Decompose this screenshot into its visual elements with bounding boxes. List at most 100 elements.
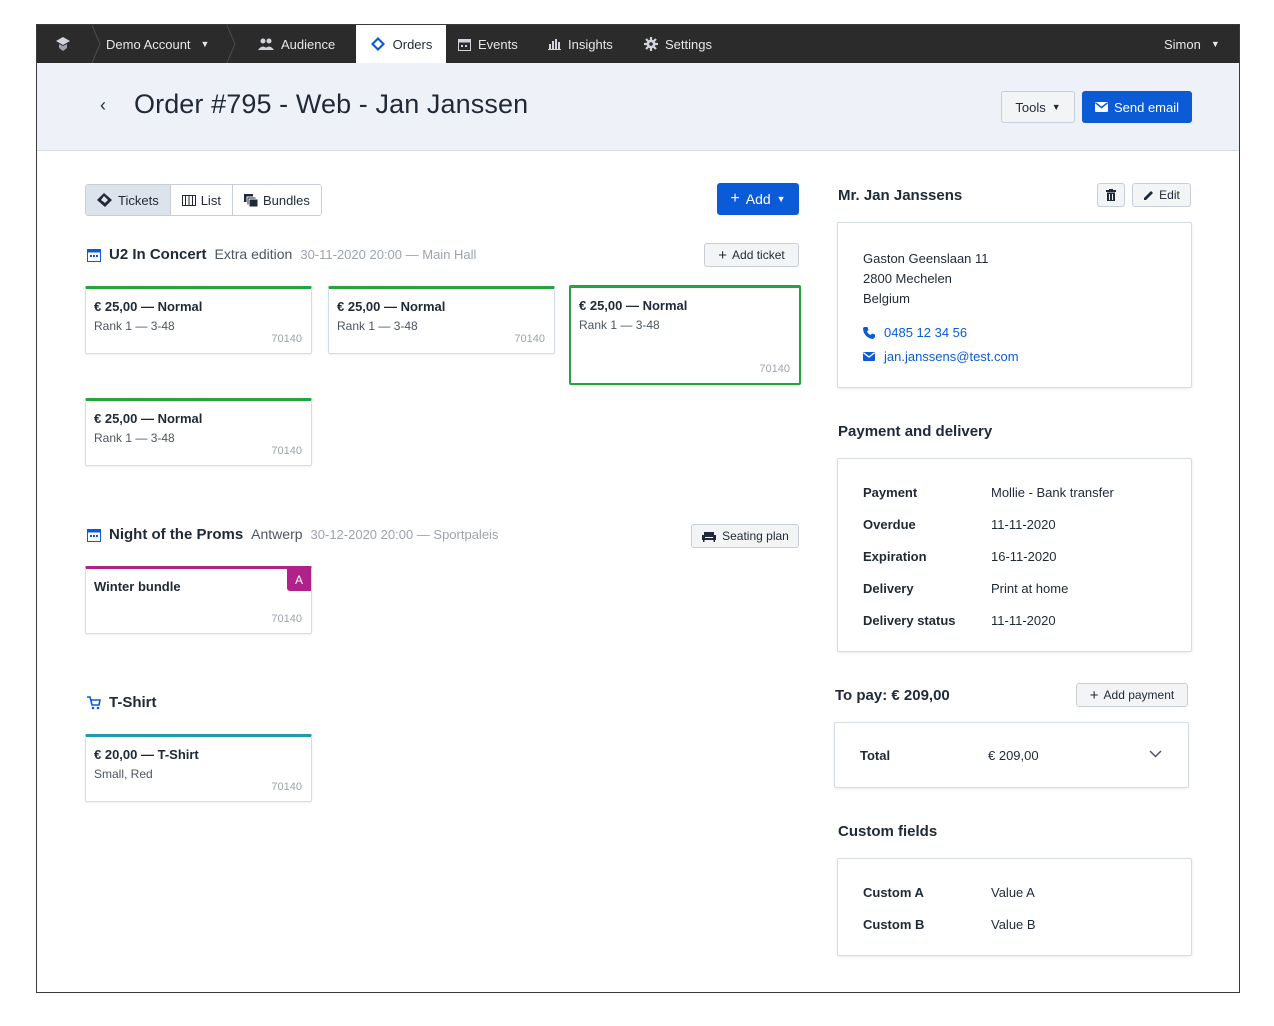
expiration-value: 16-11-2020 [991,549,1057,564]
custom-field-value: Value B [991,917,1036,932]
edit-button[interactable]: Edit [1132,183,1191,207]
delivery-status-value: 11-11-2020 [991,613,1056,628]
event-edition: Extra edition [214,246,293,262]
payment-delivery-panel: Payment Mollie - Bank transfer Overdue 1… [837,458,1192,652]
total-key: Total [860,748,891,763]
product-name: T-Shirt [109,694,157,711]
payment-delivery-title: Payment and delivery [838,423,993,440]
chevron-down-icon[interactable] [1149,750,1162,758]
product-card[interactable]: € 20,00 — T-Shirt Small, Red 70140 [85,734,312,802]
ticket-icon [370,37,385,51]
trash-icon [1106,189,1116,201]
user-menu[interactable]: Simon ▼ [1164,25,1220,63]
nav-item-events[interactable]: Events [458,25,518,63]
back-icon[interactable]: ‹ [100,94,106,115]
ticket-title: € 25,00 — Normal [337,299,446,314]
calendar-icon [87,248,101,262]
delivery-status-key: Delivery status [863,613,956,628]
seating-plan-label: Seating plan [722,529,789,543]
nav-label: Events [478,36,518,52]
phone-icon [863,326,875,339]
plus-icon: + [1089,686,1099,704]
total-panel[interactable]: Total € 209,00 [834,722,1189,788]
seating-plan-button[interactable]: Seating plan [691,524,799,548]
custom-field-value: Value A [991,885,1035,900]
event-edition: Antwerp [251,526,303,542]
add-dropdown-button[interactable]: + Add ▼ [717,183,799,215]
delete-button[interactable] [1097,183,1125,207]
nav-label: Orders [392,36,433,52]
tools-label: Tools [1015,99,1046,115]
tab-bundles[interactable]: Bundles [232,185,321,215]
ticket-title: € 25,00 — Normal [94,299,203,314]
ticket-card[interactable]: € 25,00 — Normal Rank 1 — 3-48 70140 [328,286,555,354]
ticket-code: 70140 [514,333,545,345]
bundle-code: 70140 [271,613,302,625]
ticket-seat: Rank 1 — 3-48 [94,319,175,333]
product-header: T-Shirt [87,694,157,711]
ticket-title: € 25,00 — Normal [579,298,688,313]
address-line: Belgium [863,291,910,306]
top-navigation: Demo Account ▼ Audience Orders Events In… [37,25,1239,63]
overdue-key: Overdue [863,517,916,532]
ticket-icon [97,193,112,207]
view-switcher: Tickets List Bundles [85,184,322,216]
custom-field-key: Custom B [863,917,925,932]
delivery-value: Print at home [991,581,1069,596]
ticket-title: € 25,00 — Normal [94,411,203,426]
envelope-icon [1094,102,1108,112]
add-label: Add [745,191,771,207]
phone-link[interactable]: 0485 12 34 56 [863,325,967,340]
tab-tickets[interactable]: Tickets [86,185,171,215]
ticket-code: 70140 [271,445,302,457]
event-header: U2 In Concert Extra edition 30-11-2020 2… [87,246,476,263]
account-switcher[interactable]: Demo Account ▼ [106,25,209,63]
product-title: € 20,00 — T-Shirt [94,747,199,762]
caret-down-icon: ▼ [200,39,210,49]
ticket-seat: Rank 1 — 3-48 [337,319,418,333]
nav-item-settings[interactable]: Settings [644,25,712,63]
event-meta: 30-12-2020 20:00 — Sportpaleis [310,527,499,542]
send-email-label: Send email [1113,99,1180,115]
add-ticket-label: Add ticket [732,248,785,262]
total-value: € 209,00 [988,748,1039,763]
product-variant: Small, Red [94,767,153,781]
ticket-card[interactable]: € 25,00 — Normal Rank 1 — 3-48 70140 [85,398,312,466]
tools-dropdown-button[interactable]: Tools ▼ [1001,91,1075,123]
ticket-seat: Rank 1 — 3-48 [94,431,175,445]
nav-item-orders[interactable]: Orders [356,25,446,63]
customer-name: Mr. Jan Janssens [838,187,963,204]
calendar-icon [458,38,471,51]
add-ticket-button[interactable]: + Add ticket [704,243,799,267]
tab-label: List [200,192,221,208]
overdue-value: 11-11-2020 [991,517,1056,532]
ticket-card-selected[interactable]: € 25,00 — Normal Rank 1 — 3-48 70140 [569,285,801,385]
event-name[interactable]: Night of the Proms [109,526,244,543]
pencil-icon [1144,190,1154,200]
email-link[interactable]: jan.janssens@test.com [863,349,1019,364]
nav-item-audience[interactable]: Audience [248,25,345,63]
payment-value: Mollie - Bank transfer [991,485,1114,500]
address-line: Gaston Geenslaan 11 [863,251,989,266]
bundle-card[interactable]: Winter bundle A 70140 [85,566,312,634]
plus-icon: + [730,190,740,207]
add-payment-label: Add payment [1103,688,1175,702]
delivery-key: Delivery [863,581,914,596]
event-header: Night of the Proms Antwerp 30-12-2020 20… [87,526,498,543]
add-payment-button[interactable]: + Add payment [1076,683,1188,707]
expiration-key: Expiration [863,549,927,564]
event-meta: 30-11-2020 20:00 — Main Hall [300,247,477,262]
ticket-card[interactable]: € 25,00 — Normal Rank 1 — 3-48 70140 [85,286,312,354]
envelope-icon [863,352,875,361]
send-email-button[interactable]: Send email [1082,91,1192,123]
customer-panel: Gaston Geenslaan 11 2800 Mechelen Belgiu… [837,222,1192,388]
bar-chart-icon [548,39,561,50]
edit-label: Edit [1159,188,1180,202]
tab-list[interactable]: List [170,185,233,215]
nav-item-insights[interactable]: Insights [548,25,613,63]
user-name: Simon [1164,36,1201,52]
custom-field-key: Custom A [863,885,924,900]
people-icon [258,38,274,50]
app-logo-icon[interactable] [37,25,89,63]
event-name[interactable]: U2 In Concert [109,246,207,263]
